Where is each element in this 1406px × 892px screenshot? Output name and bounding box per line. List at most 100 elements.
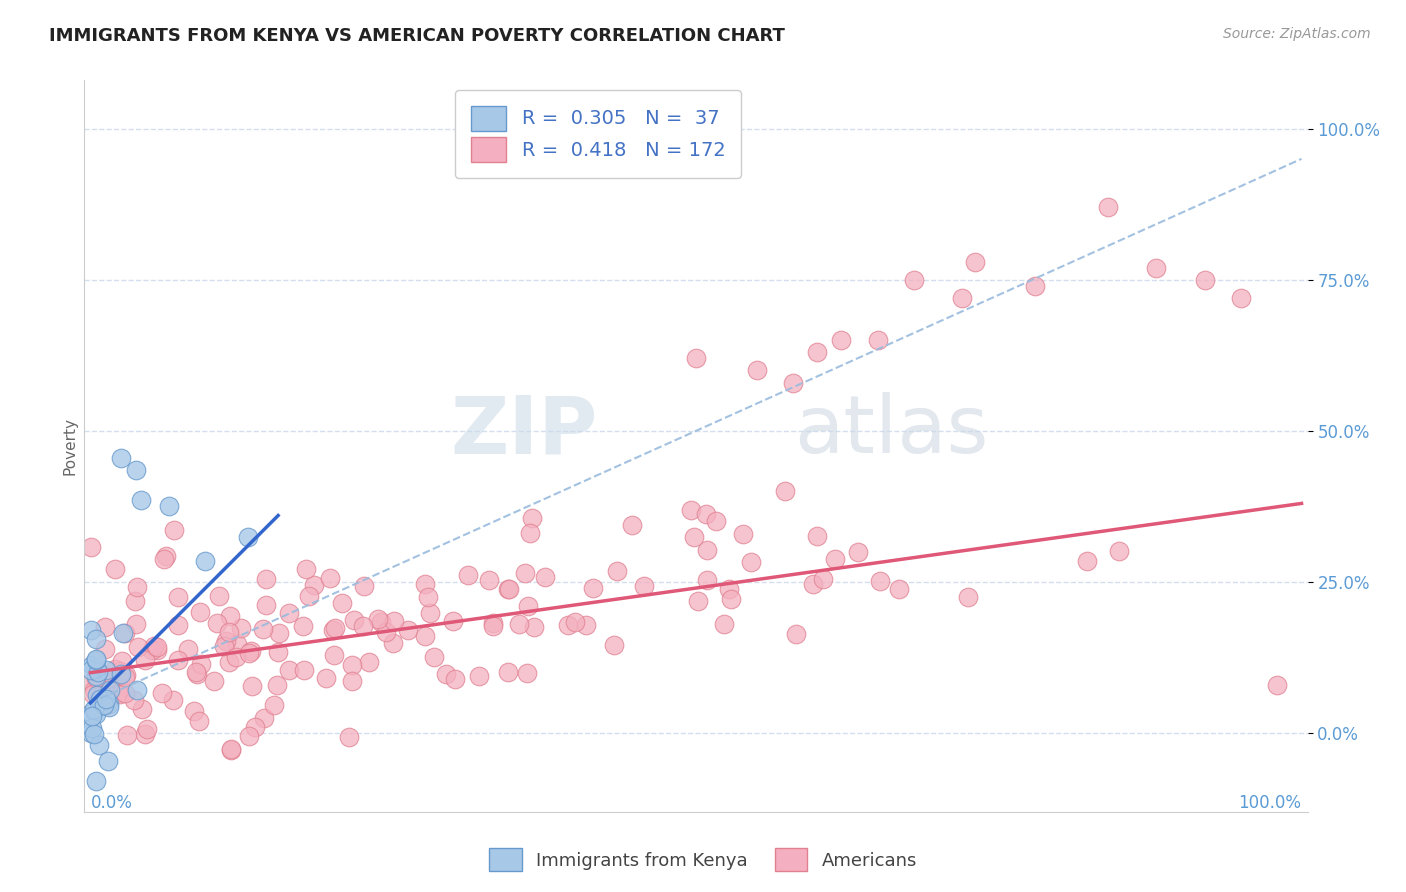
Point xyxy=(523,620,546,634)
Point xyxy=(194,554,217,568)
Point xyxy=(482,619,505,633)
Point xyxy=(343,613,366,627)
Point xyxy=(225,649,247,664)
Point xyxy=(86,688,108,702)
Point xyxy=(218,624,240,639)
Point xyxy=(208,589,231,603)
Point xyxy=(190,657,212,671)
Point xyxy=(136,722,159,736)
Point xyxy=(582,582,605,596)
Point xyxy=(277,607,299,621)
Point xyxy=(720,591,742,606)
Point xyxy=(508,617,530,632)
Point xyxy=(212,640,235,654)
Point xyxy=(146,640,169,655)
Point xyxy=(236,530,259,544)
Point xyxy=(134,653,156,667)
Point xyxy=(367,612,389,626)
Point xyxy=(80,540,103,554)
Point xyxy=(340,658,363,673)
Point xyxy=(887,582,910,596)
Point xyxy=(127,580,149,594)
Legend: Immigrants from Kenya, Americans: Immigrants from Kenya, Americans xyxy=(482,841,924,879)
Point xyxy=(142,639,165,653)
Point xyxy=(498,582,520,596)
Point xyxy=(188,605,211,619)
Point xyxy=(745,363,768,377)
Point xyxy=(96,698,118,712)
Point xyxy=(89,692,111,706)
Text: ZIP: ZIP xyxy=(451,392,598,470)
Point xyxy=(520,511,543,525)
Point xyxy=(108,664,131,678)
Point xyxy=(97,700,120,714)
Point xyxy=(423,650,446,665)
Point xyxy=(82,687,104,701)
Point xyxy=(496,665,519,679)
Point xyxy=(322,623,344,637)
Point xyxy=(419,606,441,620)
Point xyxy=(519,525,541,540)
Point xyxy=(381,636,404,650)
Point xyxy=(202,674,225,689)
Point xyxy=(239,643,262,657)
Point xyxy=(575,617,598,632)
Point xyxy=(903,273,925,287)
Point xyxy=(84,669,107,683)
Point xyxy=(114,626,136,640)
Point xyxy=(606,564,628,578)
Point xyxy=(83,702,105,716)
Point xyxy=(713,617,735,632)
Point xyxy=(94,619,117,633)
Point xyxy=(80,663,103,677)
Point xyxy=(240,679,263,693)
Point xyxy=(467,669,489,683)
Point xyxy=(219,742,242,756)
Point xyxy=(111,626,134,640)
Point xyxy=(1144,260,1167,275)
Point xyxy=(82,658,104,673)
Point xyxy=(254,598,277,612)
Point xyxy=(226,637,249,651)
Point xyxy=(111,654,134,668)
Point xyxy=(183,704,205,718)
Point xyxy=(117,728,139,742)
Point xyxy=(357,655,380,669)
Point xyxy=(96,672,118,686)
Point xyxy=(337,730,360,744)
Point xyxy=(782,376,804,390)
Point xyxy=(1108,544,1130,558)
Point xyxy=(482,616,505,631)
Point xyxy=(162,523,184,537)
Point xyxy=(695,507,717,521)
Y-axis label: Poverty: Poverty xyxy=(62,417,77,475)
Point xyxy=(718,582,741,596)
Point xyxy=(146,643,169,657)
Point xyxy=(353,579,375,593)
Point xyxy=(267,645,290,659)
Point xyxy=(218,608,240,623)
Point xyxy=(150,686,173,700)
Point xyxy=(134,727,156,741)
Text: IMMIGRANTS FROM KENYA VS AMERICAN POVERTY CORRELATION CHART: IMMIGRANTS FROM KENYA VS AMERICAN POVERT… xyxy=(49,27,785,45)
Point xyxy=(866,333,889,347)
Point xyxy=(956,590,979,604)
Point xyxy=(382,614,405,628)
Point xyxy=(162,693,184,707)
Point xyxy=(263,698,285,712)
Point xyxy=(129,493,152,508)
Point xyxy=(952,291,974,305)
Point xyxy=(238,729,260,743)
Point xyxy=(94,692,117,706)
Point xyxy=(869,574,891,588)
Point xyxy=(443,615,465,629)
Point xyxy=(90,671,112,685)
Point xyxy=(811,572,834,586)
Point xyxy=(80,706,103,720)
Point xyxy=(98,683,121,698)
Point xyxy=(219,742,242,756)
Point xyxy=(84,632,107,646)
Point xyxy=(704,514,727,528)
Point xyxy=(564,615,586,629)
Point xyxy=(740,555,762,569)
